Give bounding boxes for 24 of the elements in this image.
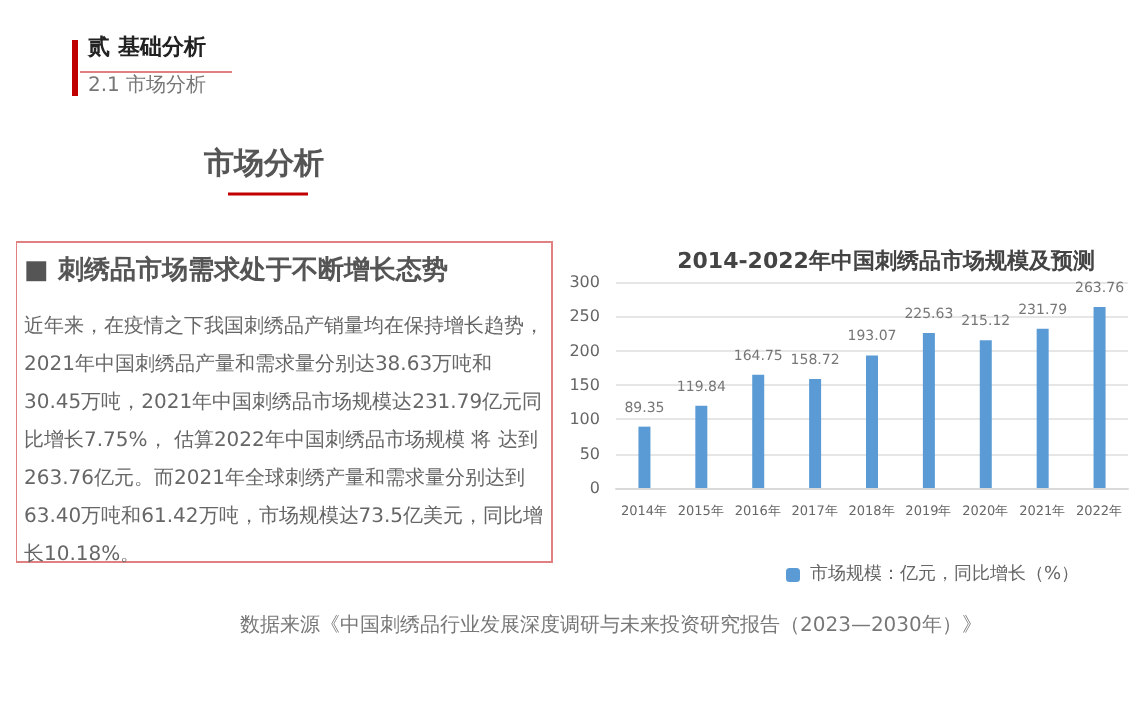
bar [809, 379, 822, 488]
source-note: 数据来源《中国刺绣品行业发展深度调研与未来投资研究报告（2023—2030年）》 [240, 613, 982, 637]
y-tick-label: 100 [569, 410, 600, 429]
legend-label: 市场规模：亿元，同比增长（%） [810, 563, 1080, 585]
chart-title: 2014-2022年中国刺绣品市场规模及预测 [677, 248, 1095, 274]
text: ■ 刺绣品市场需求处于不断增长态势 [24, 254, 448, 286]
bar [979, 340, 992, 488]
bar [638, 426, 651, 488]
text: 2.1 市场分析 [88, 73, 207, 97]
bar [922, 333, 935, 488]
y-tick-label: 250 [569, 307, 600, 326]
y-tick-label: 200 [569, 341, 600, 360]
bar [1036, 328, 1049, 488]
bar [752, 374, 765, 488]
text: 贰 基础分析 [86, 34, 206, 60]
text: 市场分析 [202, 145, 324, 181]
y-tick-label: 50 [579, 444, 600, 463]
bar [695, 405, 708, 488]
y-tick-label: 150 [569, 376, 600, 394]
bar [1093, 306, 1106, 488]
y-tick-label: 300 [569, 273, 600, 291]
bar [866, 355, 878, 488]
text: 近年来，在疫情之下我国刺绣品产销量均在保持增长趋势，2021年中国刺绣品产量和需求量分别达38.63万吨和30.45万吨，2021年中国刺绣品市场规模达231.79亿元同比增长7.75%， 估算2022年中国刺绣品市场规模 将 达到263.76亿元。而2021年全球刺绣产量和需求量分别达到63.40万吨和61.42万吨，市场规模达73.5亿美元，同比增长10.18%。 [24, 314, 544, 566]
y-tick-label: 0 [589, 479, 600, 497]
